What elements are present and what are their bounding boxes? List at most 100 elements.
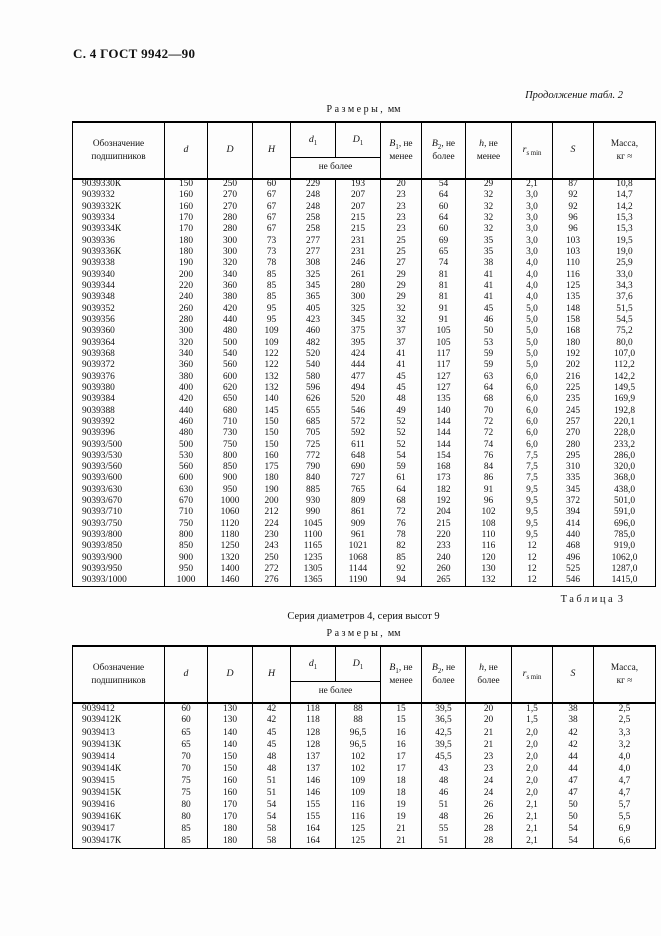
bearing-designation-cell: 9039330К [72,177,165,191]
value-cell: 127 [421,382,466,395]
value-cell: 128 [290,739,336,752]
value-cell: 5,0 [511,360,553,372]
value-cell: 257 [552,416,594,429]
sizes-label-table2: Размеры, мм [326,104,401,115]
value-cell: 7,5 [511,462,553,474]
value-cell: 468 [552,541,594,553]
col-header-rs-min: rs min [511,646,553,703]
value-cell: 900 [207,473,253,485]
value-cell: 51 [421,836,466,849]
bearing-designation-cell: 9039388 [72,405,165,417]
value-cell: 155 [290,799,336,812]
value-cell: 125 [552,280,594,293]
table3-series-note: Серия диаметров 4, серия высот 9 [287,611,440,622]
value-cell: 65 [421,246,466,259]
value-cell: 340 [207,269,253,281]
value-cell: 27 [380,258,422,270]
value-cell: 45 [252,739,291,752]
value-cell: 48 [421,811,466,824]
value-cell: 530 [164,450,208,463]
bearing-designation-cell: 90393/710 [72,507,165,519]
value-cell: 23 [380,212,422,225]
value-cell: 5,0 [511,348,553,361]
value-cell: 42 [252,715,291,728]
table3-body: 9039412 60 130 42 118 88 15 39,5 20 1,5 38 2,5 90394… [72,701,656,849]
value-cell: 96 [465,496,512,508]
bearing-designation-cell: 90393/630 [72,484,165,497]
value-cell: 216 [552,371,594,383]
value-cell: 75 [164,775,208,788]
value-cell: 5,7 [593,799,656,812]
value-cell: 37 [380,326,422,338]
value-cell: 950 [164,564,208,576]
value-cell: 260 [164,303,208,315]
value-cell: 135 [421,394,466,406]
value-cell: 600 [207,371,253,383]
value-cell: 180 [164,246,208,259]
value-cell: 477 [335,371,381,383]
value-cell: 245 [552,405,594,417]
value-cell: 1000 [207,496,253,508]
col-header-h: h, не более [465,646,512,703]
value-cell: 9,5 [511,507,553,519]
value-cell: 300 [207,246,253,259]
value-cell: 400 [164,382,208,395]
value-cell: 18 [380,775,422,788]
value-cell: 54 [252,811,291,824]
table3-caption: Таблица 3 [560,594,623,605]
value-cell: 19 [380,799,422,812]
value-cell: 84 [465,462,512,474]
value-cell: 26 [465,799,512,812]
value-cell: 215 [421,518,466,531]
value-cell: 9,5 [511,518,553,531]
value-cell: 4,7 [593,775,656,788]
value-cell: 150 [252,428,291,440]
value-cell: 1400 [207,564,253,576]
value-cell: 85 [252,269,291,281]
value-cell: 650 [207,394,253,406]
value-cell: 54 [421,177,466,191]
bearing-designation-cell: 9039414К [72,763,165,776]
col-header-d1: d1 [290,646,336,682]
value-cell: 725 [290,439,336,451]
value-cell: 145 [252,405,291,417]
value-cell: 6,6 [593,836,656,849]
value-cell: 51,5 [593,303,656,315]
value-cell: 2,0 [511,763,553,776]
value-cell: 540 [207,348,253,361]
value-cell: 59 [465,360,512,372]
value-cell: 81 [421,280,466,293]
table-row: 90393/600 600 900 180 840 727 61 173 86 7,5 335 368… [72,473,656,485]
value-cell: 4,0 [593,751,656,764]
value-cell: 750 [207,439,253,451]
value-cell: 107,0 [593,348,656,361]
value-cell: 440 [552,530,594,542]
value-cell: 15,3 [593,224,656,236]
value-cell: 626 [290,394,336,406]
value-cell: 170 [207,811,253,824]
value-cell: 65 [164,727,208,740]
value-cell: 1320 [207,552,253,565]
col-header-D: D [207,646,253,703]
value-cell: 3,0 [511,190,553,202]
value-cell: 9,5 [511,496,553,508]
value-cell: 130 [207,715,253,728]
value-cell: 5,0 [511,303,553,315]
value-cell: 73 [252,235,291,247]
value-cell: 6,0 [511,416,553,429]
bearing-designation-cell: 9039356 [72,314,165,327]
value-cell: 135 [552,292,594,304]
value-cell: 2,1 [511,811,553,824]
value-cell: 46 [465,314,512,327]
value-cell: 3,3 [593,727,656,740]
table-row: 9039417К 85 180 58 164 125 21 51 28 2,1 54 6,6 [72,836,656,849]
value-cell: 685 [290,416,336,429]
value-cell: 840 [290,473,336,485]
value-cell: 220 [421,530,466,542]
value-cell: 1,5 [511,701,553,716]
table-row: 9039416К 80 170 54 155 116 19 48 26 2,1 50 5,5 [72,811,656,824]
value-cell: 60 [164,701,208,716]
value-cell: 1190 [335,575,381,587]
value-cell: 116 [552,269,594,281]
value-cell: 64 [421,190,466,202]
